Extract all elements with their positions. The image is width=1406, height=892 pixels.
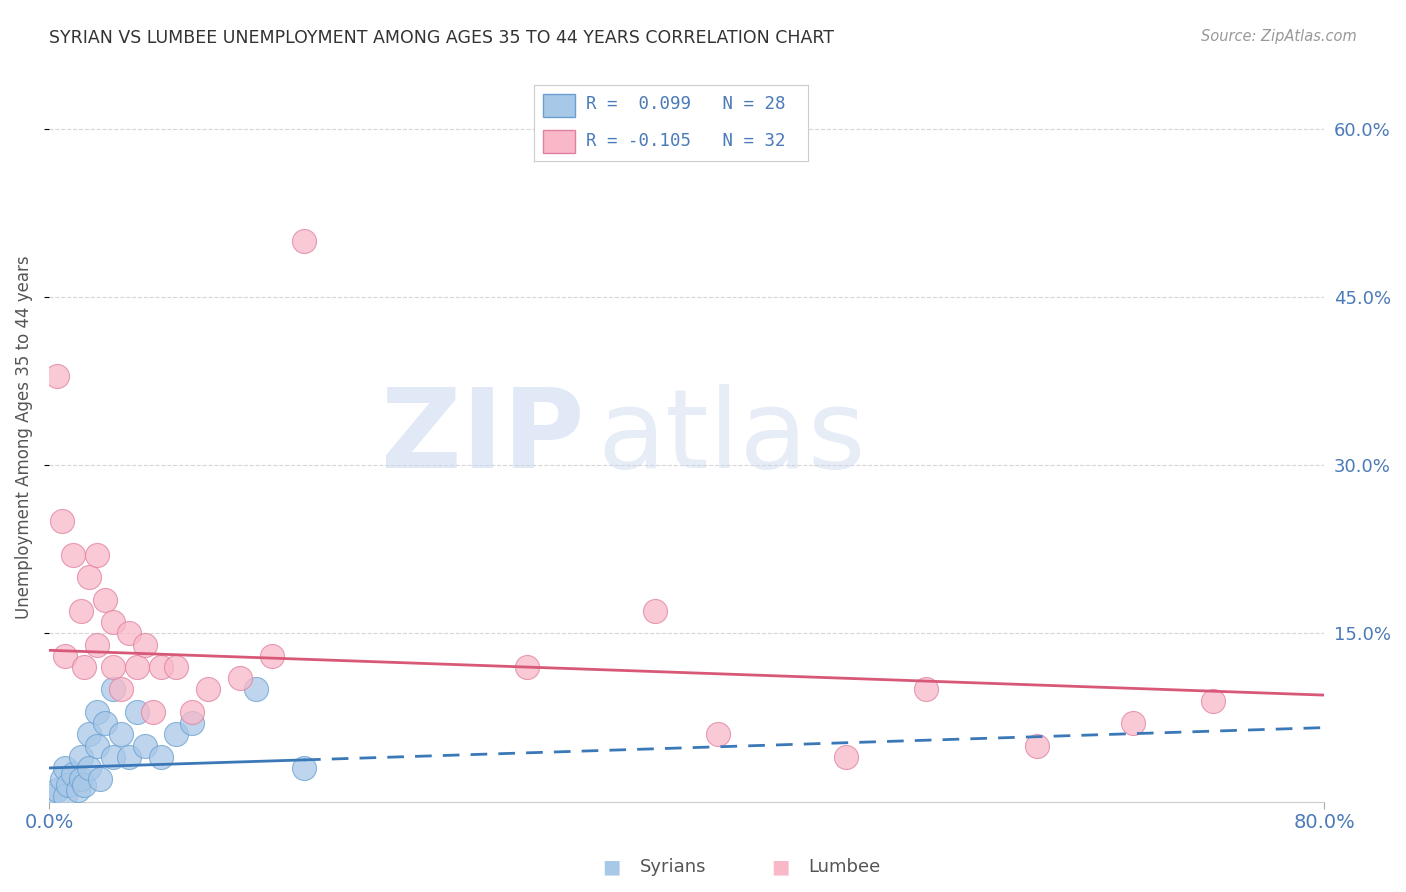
- Point: [262, 648, 284, 663]
- Point: [134, 739, 156, 753]
- Point: [38, 789, 60, 803]
- Point: [66, 783, 89, 797]
- Point: [142, 705, 165, 719]
- Point: [914, 682, 936, 697]
- Point: [73, 660, 96, 674]
- Point: [134, 638, 156, 652]
- Point: [1201, 694, 1223, 708]
- Text: ■: ■: [770, 857, 790, 877]
- Point: [62, 548, 84, 562]
- Text: atlas: atlas: [598, 384, 866, 491]
- Point: [118, 749, 141, 764]
- Point: [70, 772, 93, 787]
- Point: [166, 660, 188, 674]
- Point: [51, 772, 73, 787]
- Point: [86, 705, 108, 719]
- Point: [70, 749, 93, 764]
- Point: [86, 638, 108, 652]
- Point: [292, 761, 315, 775]
- Point: [51, 514, 73, 528]
- Text: ■: ■: [602, 857, 621, 877]
- Point: [53, 789, 76, 803]
- Point: [110, 727, 132, 741]
- Point: [101, 682, 124, 697]
- Point: [70, 604, 93, 618]
- Point: [707, 727, 730, 741]
- Point: [77, 761, 100, 775]
- Point: [1026, 739, 1049, 753]
- Point: [125, 660, 148, 674]
- Point: [53, 648, 76, 663]
- Point: [94, 592, 117, 607]
- Text: ZIP: ZIP: [381, 384, 585, 491]
- Point: [149, 660, 172, 674]
- Point: [125, 705, 148, 719]
- Point: [94, 716, 117, 731]
- Point: [835, 749, 858, 764]
- Point: [77, 727, 100, 741]
- Point: [101, 615, 124, 630]
- Point: [1122, 716, 1144, 731]
- Point: [516, 660, 538, 674]
- Point: [101, 660, 124, 674]
- Point: [56, 778, 79, 792]
- Point: [45, 368, 67, 383]
- Point: [118, 626, 141, 640]
- Point: [110, 682, 132, 697]
- Y-axis label: Unemployment Among Ages 35 to 44 years: Unemployment Among Ages 35 to 44 years: [15, 255, 32, 619]
- Point: [292, 234, 315, 248]
- Text: Lumbee: Lumbee: [808, 858, 880, 876]
- Text: R =  0.099   N = 28: R = 0.099 N = 28: [586, 95, 786, 113]
- Point: [62, 766, 84, 780]
- Point: [86, 548, 108, 562]
- Point: [245, 682, 267, 697]
- Text: Source: ZipAtlas.com: Source: ZipAtlas.com: [1201, 29, 1357, 44]
- Point: [89, 772, 111, 787]
- Point: [181, 716, 204, 731]
- Point: [149, 749, 172, 764]
- Bar: [543, 130, 575, 153]
- Point: [197, 682, 219, 697]
- Point: [53, 761, 76, 775]
- Text: Syrians: Syrians: [640, 858, 706, 876]
- Point: [73, 778, 96, 792]
- Text: SYRIAN VS LUMBEE UNEMPLOYMENT AMONG AGES 35 TO 44 YEARS CORRELATION CHART: SYRIAN VS LUMBEE UNEMPLOYMENT AMONG AGES…: [49, 29, 834, 46]
- Point: [181, 705, 204, 719]
- Point: [86, 739, 108, 753]
- Text: R = -0.105   N = 32: R = -0.105 N = 32: [586, 132, 786, 150]
- Point: [45, 783, 67, 797]
- Point: [77, 570, 100, 584]
- Point: [644, 604, 666, 618]
- Point: [101, 749, 124, 764]
- Point: [229, 671, 252, 685]
- Point: [166, 727, 188, 741]
- Bar: [543, 94, 575, 117]
